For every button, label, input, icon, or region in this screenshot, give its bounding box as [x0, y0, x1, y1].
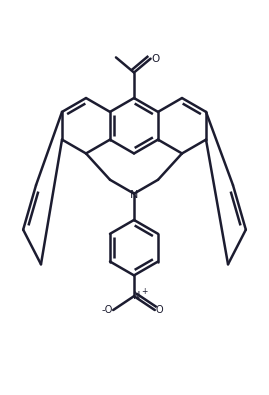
Text: N: N — [130, 190, 138, 200]
Text: O: O — [151, 54, 160, 64]
Text: N: N — [133, 291, 141, 301]
Text: O: O — [156, 305, 164, 315]
Text: -O: -O — [102, 305, 113, 315]
Text: +: + — [141, 287, 147, 296]
